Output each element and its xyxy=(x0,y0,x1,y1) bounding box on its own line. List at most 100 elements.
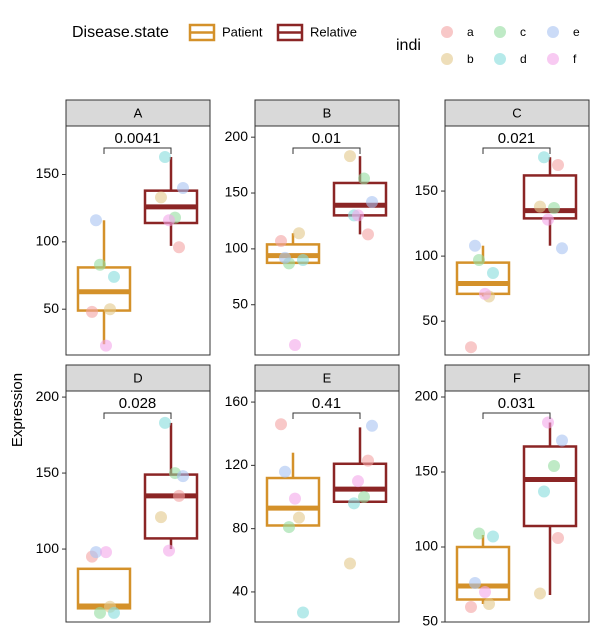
panel-title: A xyxy=(134,105,143,120)
y-tick-label: 200 xyxy=(225,128,249,144)
point xyxy=(358,491,370,504)
point xyxy=(344,557,356,570)
point xyxy=(163,544,175,557)
point xyxy=(86,305,98,318)
legend-label: f xyxy=(573,52,577,66)
box xyxy=(455,545,511,601)
y-tick-label: 100 xyxy=(415,247,439,263)
panel xyxy=(65,390,211,623)
point xyxy=(108,270,120,283)
legend-label: d xyxy=(520,52,527,66)
p-value: 0.01 xyxy=(312,130,341,147)
point xyxy=(289,338,301,351)
point xyxy=(473,254,485,267)
point xyxy=(362,228,374,241)
y-tick-label: 100 xyxy=(415,538,439,554)
point xyxy=(289,492,301,505)
y-tick-label: 50 xyxy=(422,613,438,629)
point xyxy=(542,213,554,226)
point xyxy=(100,546,112,559)
point xyxy=(159,416,171,429)
point xyxy=(538,151,550,164)
legend-label: Patient xyxy=(222,24,263,39)
point xyxy=(473,527,485,540)
bracket xyxy=(482,147,551,154)
point xyxy=(552,159,564,172)
p-value: 0.0041 xyxy=(115,130,161,147)
point xyxy=(108,606,120,619)
point xyxy=(366,419,378,432)
p-value: 0.031 xyxy=(498,395,536,412)
point xyxy=(465,341,477,354)
y-tick-label: 100 xyxy=(225,240,249,256)
y-tick-label: 150 xyxy=(36,464,60,480)
point xyxy=(358,172,370,185)
point xyxy=(275,418,287,431)
point xyxy=(479,287,491,300)
y-tick-label: 50 xyxy=(43,300,59,316)
point xyxy=(352,209,364,222)
point xyxy=(293,511,305,524)
point xyxy=(479,586,491,598)
y-tick-label: 40 xyxy=(232,583,248,599)
point xyxy=(94,258,106,271)
bracket xyxy=(482,412,551,419)
y-tick-label: 120 xyxy=(225,456,249,472)
strip xyxy=(65,99,211,127)
y-tick-label: 200 xyxy=(415,388,439,404)
legend-label: a xyxy=(467,25,474,39)
point xyxy=(534,200,546,213)
box xyxy=(522,445,578,528)
bracket xyxy=(292,147,361,154)
strip xyxy=(444,99,590,127)
bracket xyxy=(103,147,172,154)
point xyxy=(348,497,360,510)
point xyxy=(548,201,560,214)
p-value: 0.41 xyxy=(312,395,341,412)
y-tick-label: 100 xyxy=(36,233,60,249)
point xyxy=(465,601,477,613)
point xyxy=(548,460,560,472)
legend-label: Relative xyxy=(310,24,357,39)
point xyxy=(534,587,546,600)
point xyxy=(469,239,481,252)
p-value: 0.028 xyxy=(119,395,157,412)
point xyxy=(279,251,291,264)
point xyxy=(275,235,287,248)
point xyxy=(163,214,175,227)
y-tick-label: 160 xyxy=(225,393,249,409)
point xyxy=(90,214,102,227)
y-tick-label: 50 xyxy=(232,295,248,311)
panel-title: C xyxy=(512,105,521,120)
panel-title: F xyxy=(513,370,521,385)
point xyxy=(556,242,568,255)
point xyxy=(177,181,189,194)
point xyxy=(94,606,106,619)
y-tick-label: 150 xyxy=(415,182,439,198)
bracket xyxy=(103,412,172,419)
point xyxy=(362,454,374,467)
point xyxy=(155,191,167,204)
legend-point xyxy=(547,53,559,65)
point xyxy=(552,532,564,544)
point xyxy=(100,339,112,352)
panel-title: B xyxy=(323,105,332,120)
y-tick-label: 80 xyxy=(232,519,248,535)
point xyxy=(487,530,499,543)
point xyxy=(173,489,185,502)
legend-label: b xyxy=(467,52,474,66)
panel-title: D xyxy=(133,370,142,385)
point xyxy=(293,227,305,240)
point xyxy=(366,195,378,208)
legend-title: indi xyxy=(396,37,421,54)
p-value: 0.021 xyxy=(498,130,536,147)
point xyxy=(90,546,102,559)
strip xyxy=(254,99,400,127)
legend-point xyxy=(441,26,453,38)
panel xyxy=(65,125,211,356)
y-tick-label: 150 xyxy=(225,184,249,200)
legend-point xyxy=(494,53,506,65)
legend-point xyxy=(441,53,453,65)
point xyxy=(173,241,185,254)
